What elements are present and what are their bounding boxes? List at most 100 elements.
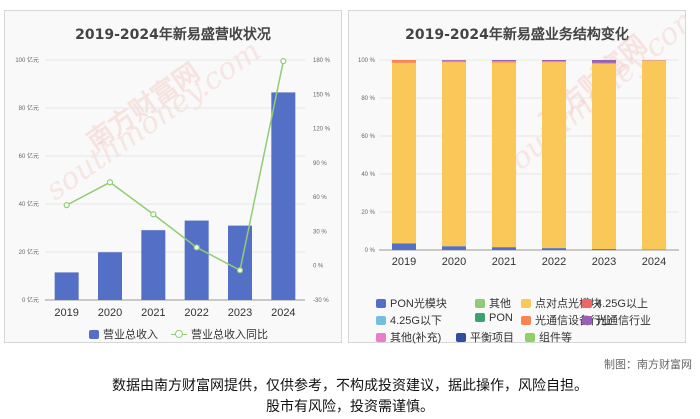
y-tick-label: 40 亿元 — [19, 200, 39, 208]
stack-segment — [592, 249, 616, 250]
growth-point — [150, 211, 157, 218]
y2-tick-label: -30 % — [313, 298, 329, 304]
credit-text: 制图：南方财富网 — [604, 359, 692, 371]
legend-label: 光通信行业 — [596, 315, 651, 327]
growth-point — [280, 58, 287, 65]
x-tick-label: 2019 — [392, 256, 416, 268]
legend-item[interactable]: 组件等 — [525, 329, 572, 345]
legend-item[interactable]: 光通信设备行业 — [521, 312, 612, 328]
y-tick-label: 100 % — [358, 58, 376, 64]
legend-bar[interactable]: 营业总收入 — [89, 326, 158, 342]
y2-tick-label: 90 % — [313, 161, 327, 167]
legend-item[interactable]: 其他(补充) — [376, 329, 441, 345]
legend-item[interactable]: PON — [475, 312, 513, 324]
revenue-chart-panel: 2019-2024年新易盛营收状况 南方财富网 southmoney.com 0 亿… — [4, 10, 342, 343]
stack-segment — [642, 60, 666, 250]
y-tick-label: 80 亿元 — [19, 104, 39, 112]
revenue-bar — [141, 230, 166, 300]
stack-segment — [492, 61, 516, 63]
x-tick-label: 2023 — [228, 307, 252, 319]
x-tick-label: 2020 — [98, 307, 122, 319]
disclaimer-line-2: 股市有风险，投资需谨慎。 — [266, 399, 434, 415]
legend-label: 其他(补充) — [390, 332, 442, 344]
legend-line[interactable]: 营业总收入同比 — [171, 326, 268, 342]
y2-tick-label: 150 % — [313, 92, 331, 98]
growth-point — [193, 244, 200, 251]
legend-label: 营业总收入 — [103, 329, 158, 341]
legend-label: 4.25G以下 — [390, 315, 442, 327]
stack-segment — [542, 62, 566, 249]
y-tick-label: 100 亿元 — [15, 56, 39, 64]
y-tick-label: 20 亿元 — [19, 248, 39, 256]
stack-segment — [492, 60, 516, 62]
legend-swatch-icon — [475, 299, 485, 308]
legend-label: 4.25G以上 — [596, 298, 648, 310]
legend-item[interactable]: 4.25G以上 — [582, 295, 648, 311]
legend-swatch-icon — [376, 316, 386, 325]
x-tick-label: 2024 — [642, 256, 666, 268]
legend-item[interactable]: 平衡项目 — [456, 329, 514, 345]
legend-item[interactable]: 光通信行业 — [582, 312, 651, 328]
stack-segment — [542, 60, 566, 62]
y-tick-label: 0 亿元 — [22, 296, 39, 304]
structure-chart-panel: 2019-2024年新易盛业务结构变化 南方财富网southmoney.com0… — [348, 10, 686, 345]
y-tick-label: 0 % — [365, 248, 376, 254]
disclaimer-line-1: 数据由南方财富网提供，仅供参考，不构成投资建议，据此操作，风险自担。 — [112, 378, 588, 394]
growth-point — [63, 202, 70, 209]
stack-segment — [442, 60, 466, 61]
x-tick-label: 2020 — [442, 256, 466, 268]
growth-line — [66, 60, 285, 272]
stack-segment — [392, 62, 416, 244]
legend-swatch-icon — [456, 333, 466, 342]
legend-item[interactable]: 4.25G以下 — [376, 312, 442, 328]
legend-swatch-icon — [521, 316, 531, 325]
stack-segment — [442, 246, 466, 250]
y2-tick-label: 60 % — [313, 195, 327, 201]
legend-label: PON光模块 — [390, 298, 447, 310]
stack-segment — [542, 61, 566, 63]
y2-tick-label: 0 % — [313, 264, 324, 270]
growth-point — [106, 179, 114, 186]
x-tick-label: 2021 — [492, 256, 516, 268]
stack-segment — [392, 60, 416, 63]
x-tick-label: 2022 — [542, 256, 566, 268]
legend-swatch-icon — [376, 299, 386, 308]
revenue-bar — [98, 252, 122, 300]
legend-line-icon — [171, 330, 187, 339]
stack-segment — [592, 60, 616, 63]
chart-title: 2019-2024年新易盛营收状况 — [75, 27, 271, 43]
y-tick-label: 20 % — [361, 210, 375, 216]
stack-segment — [392, 243, 416, 250]
stack-segment — [542, 248, 566, 250]
revenue-bar — [54, 272, 79, 300]
legend-swatch-icon — [521, 299, 531, 308]
x-tick-label: 2019 — [54, 307, 78, 319]
legend-swatch-icon — [582, 316, 592, 325]
stack-segment — [592, 62, 616, 64]
y2-tick-label: 180 % — [313, 58, 331, 64]
x-tick-label: 2022 — [184, 307, 208, 319]
legend-swatch-icon — [89, 330, 99, 339]
legend-label: 平衡项目 — [470, 332, 514, 344]
y-tick-label: 40 % — [361, 172, 375, 178]
y2-tick-label: 30 % — [313, 229, 327, 235]
x-tick-label: 2023 — [592, 256, 616, 268]
stack-segment — [492, 62, 516, 248]
stack-segment — [492, 247, 516, 250]
y2-tick-label: 120 % — [313, 127, 331, 133]
legend-label: 营业总收入同比 — [191, 329, 268, 341]
growth-point — [236, 267, 244, 274]
legend-item[interactable]: 其他 — [475, 295, 511, 311]
legend-label: 组件等 — [539, 332, 572, 344]
y-tick-label: 60 亿元 — [19, 152, 39, 160]
legend-item[interactable]: PON光模块 — [376, 295, 447, 311]
y-tick-label: 60 % — [361, 134, 375, 140]
legend-label: 光通信设备行业 — [535, 315, 612, 327]
stack-segment — [442, 62, 466, 247]
legend-label: PON — [489, 312, 513, 324]
revenue-bar — [228, 225, 252, 300]
legend-swatch-icon — [475, 313, 485, 322]
revenue-bar — [184, 220, 209, 300]
